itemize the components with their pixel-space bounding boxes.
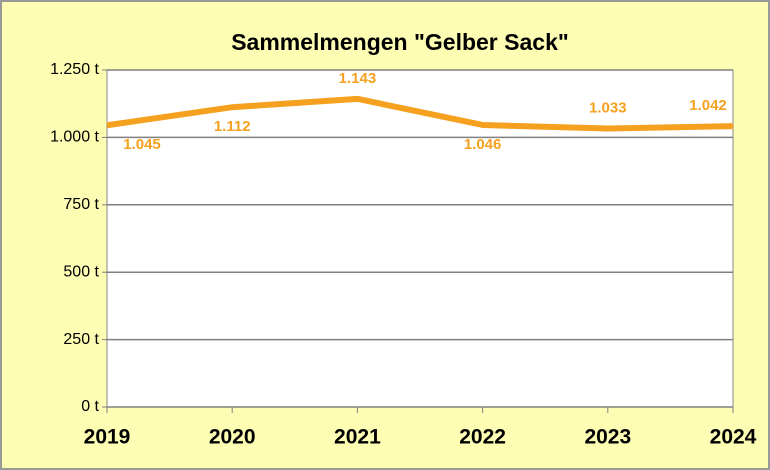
x-tick-label: 2020 bbox=[209, 426, 256, 449]
data-label: 1.112 bbox=[214, 118, 251, 135]
y-tick-label: 1.000 t bbox=[50, 129, 99, 146]
data-label: 1.046 bbox=[464, 136, 502, 153]
data-label: 1.033 bbox=[589, 99, 627, 116]
data-label: 1.045 bbox=[123, 136, 161, 153]
x-tick-label: 2019 bbox=[84, 426, 131, 449]
data-line bbox=[106, 95, 734, 132]
x-tick-label: 2023 bbox=[584, 426, 631, 449]
x-tick-label: 2021 bbox=[334, 426, 381, 449]
y-tick-label: 1.250 t bbox=[50, 61, 99, 78]
x-tick-label: 2024 bbox=[710, 426, 757, 449]
chart-title: Sammelmengen "Gelber Sack" bbox=[231, 29, 569, 55]
x-tick-label: 2022 bbox=[459, 426, 506, 449]
y-tick-label: 250 t bbox=[63, 331, 99, 348]
data-label: 1.143 bbox=[339, 70, 377, 87]
y-tick-label: 500 t bbox=[63, 263, 99, 280]
data-label: 1.042 bbox=[689, 97, 727, 114]
y-tick-label: 750 t bbox=[63, 196, 99, 213]
plot-area bbox=[106, 69, 734, 408]
y-tick-label: 0 t bbox=[81, 398, 99, 415]
